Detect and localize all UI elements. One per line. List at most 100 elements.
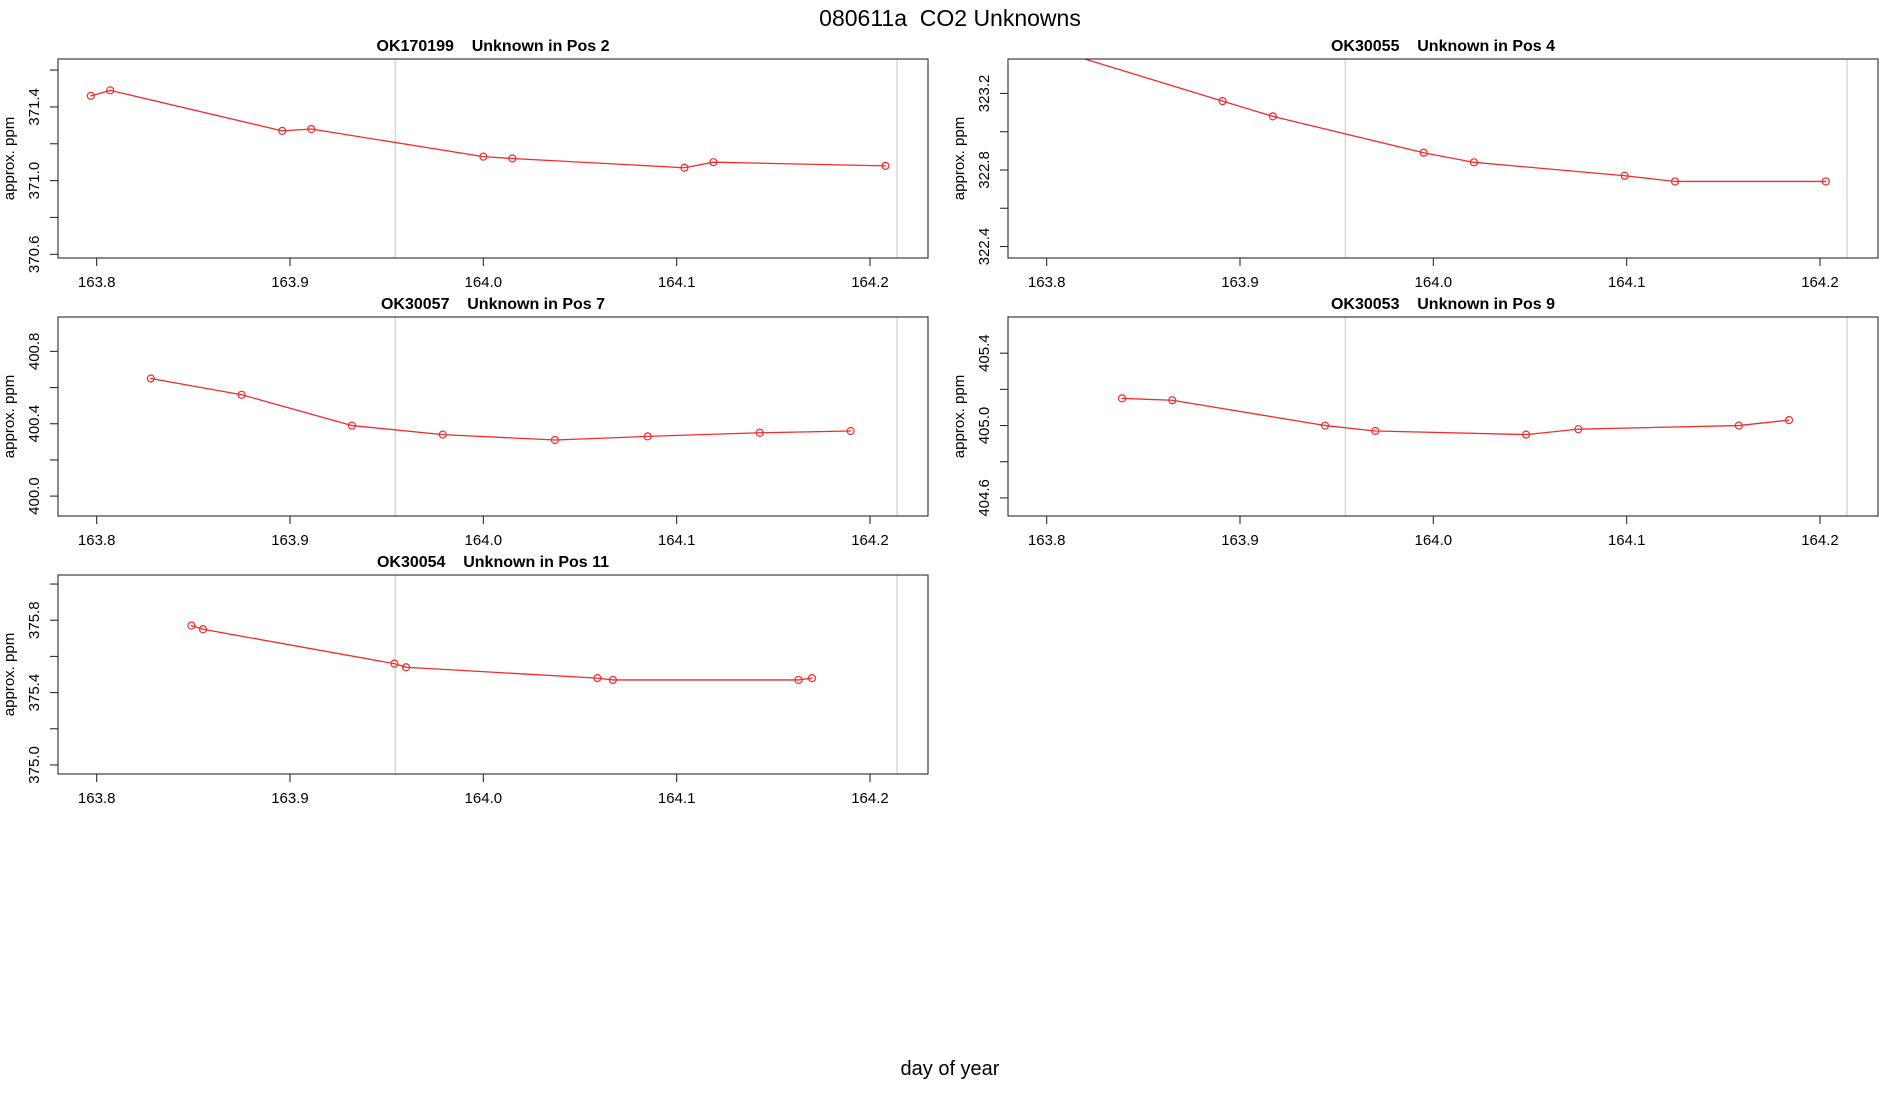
x-tick-label: 164.1 [1608,274,1646,291]
series-line [1082,59,1827,183]
data-point [755,428,764,437]
data-point [347,421,356,430]
panel-title: OK30054 Unknown in Pos 11 [377,554,609,571]
y-tick-label: 370.6 [26,236,43,274]
data-point [1419,148,1428,157]
panel-ok30054: OK30054 Unknown in Pos 11 163.8 163.9 164.0… [1,554,929,807]
data-point [1670,177,1680,186]
series-line [150,377,852,441]
y-tick-label: 375.8 [26,601,43,639]
x-tick-label: 163.9 [271,532,309,549]
x-tick-label: 164.1 [658,532,696,549]
data-point [508,154,517,163]
y-tick-label: 405.4 [976,334,993,372]
plot-frame [57,316,929,517]
data-point [1268,112,1277,121]
x-tick-label: 164.0 [1415,274,1453,291]
y-axis-label: approx. ppm [951,375,968,458]
series-line [190,625,813,681]
x-tick-label: 163.8 [1028,274,1066,291]
data-point [438,430,447,439]
x-tick-label: 163.9 [1221,532,1259,549]
data-point [846,426,855,436]
x-tick-label: 164.1 [658,274,696,291]
x-tick-label: 164.1 [1608,532,1646,549]
data-point [1784,416,1794,425]
series-line [90,89,887,169]
data-point [479,152,488,161]
data-point [390,659,399,668]
y-tick-label: 400.4 [26,405,43,443]
panel-ok170199: OK170199 Unknown in Pos 2 163.8 163.9 164.0… [1,38,929,291]
x-tick-label: 164.1 [658,790,696,807]
data-point [198,625,208,634]
x-tick-label: 163.8 [1028,532,1066,549]
y-tick-label: 400.0 [26,477,43,515]
y-axis-label: approx. ppm [1,633,18,716]
data-point [1821,177,1830,186]
x-tick-label: 164.2 [851,274,889,291]
x-tick-label: 164.2 [851,532,889,549]
data-point [307,124,316,134]
y-axis-label: approx. ppm [1,375,18,458]
series-line [1121,397,1790,436]
plot-frame [1007,58,1879,259]
data-point [881,161,890,170]
data-point [1320,421,1330,430]
data-point [1469,158,1479,167]
data-point [680,163,689,172]
data-point [1117,394,1127,403]
data-point [709,158,718,167]
data-point [643,432,652,441]
y-tick-label: 404.6 [976,479,993,517]
y-axis-label: approx. ppm [951,117,968,200]
y-tick-label: 400.8 [26,333,43,371]
data-point [187,621,196,630]
y-tick-label: 405.0 [976,407,993,445]
data-point [278,126,287,135]
panel-title: OK30055 Unknown in Pos 4 [1331,38,1555,55]
data-point [237,390,246,399]
data-point [1371,426,1380,436]
data-point [550,435,559,445]
panel-title: OK30053 Unknown in Pos 9 [1331,296,1555,313]
x-tick-label: 164.0 [465,790,503,807]
x-tick-label: 163.8 [78,274,116,291]
x-tick-label: 163.9 [271,790,309,807]
data-point [593,674,602,683]
x-tick-label: 163.9 [271,274,309,291]
plot-frame [1007,316,1879,517]
data-point [794,675,803,685]
y-tick-label: 375.4 [26,674,43,712]
data-point [807,674,817,683]
figure-title: 080611a CO2 Unknowns [819,5,1081,31]
figure-xlabel: day of year [900,1058,1000,1080]
data-point [608,675,617,685]
data-point [106,86,115,95]
data-point [1574,425,1583,434]
data-point [1168,396,1177,405]
plot-frame [57,58,929,259]
x-tick-label: 164.0 [1415,532,1453,549]
x-tick-label: 164.0 [465,532,503,549]
panel-ok30057: OK30057 Unknown in Pos 7 163.8 163.9 164.0 1… [1,296,929,549]
y-tick-label: 322.8 [976,151,993,189]
plot-frame [57,574,929,775]
x-tick-label: 163.8 [78,532,116,549]
data-point [86,91,95,100]
panel-ok30053: OK30053 Unknown in Pos 9 163.8 163.9 164.0 1… [951,296,1879,549]
data-point [1037,42,1044,49]
x-tick-label: 163.8 [78,790,116,807]
y-tick-label: 371.0 [26,162,43,200]
x-tick-label: 164.2 [1801,274,1839,291]
x-tick-label: 164.0 [465,274,503,291]
y-tick-label: 322.4 [976,228,993,266]
y-tick-label: 323.2 [976,75,993,113]
panel-ok30055: OK30055 Unknown in Pos 4 163.8 163.9 164.0 1… [951,38,1879,291]
x-tick-label: 164.2 [1801,532,1839,549]
data-point [401,663,411,672]
data-point [1734,421,1743,430]
data-point [1522,430,1531,439]
